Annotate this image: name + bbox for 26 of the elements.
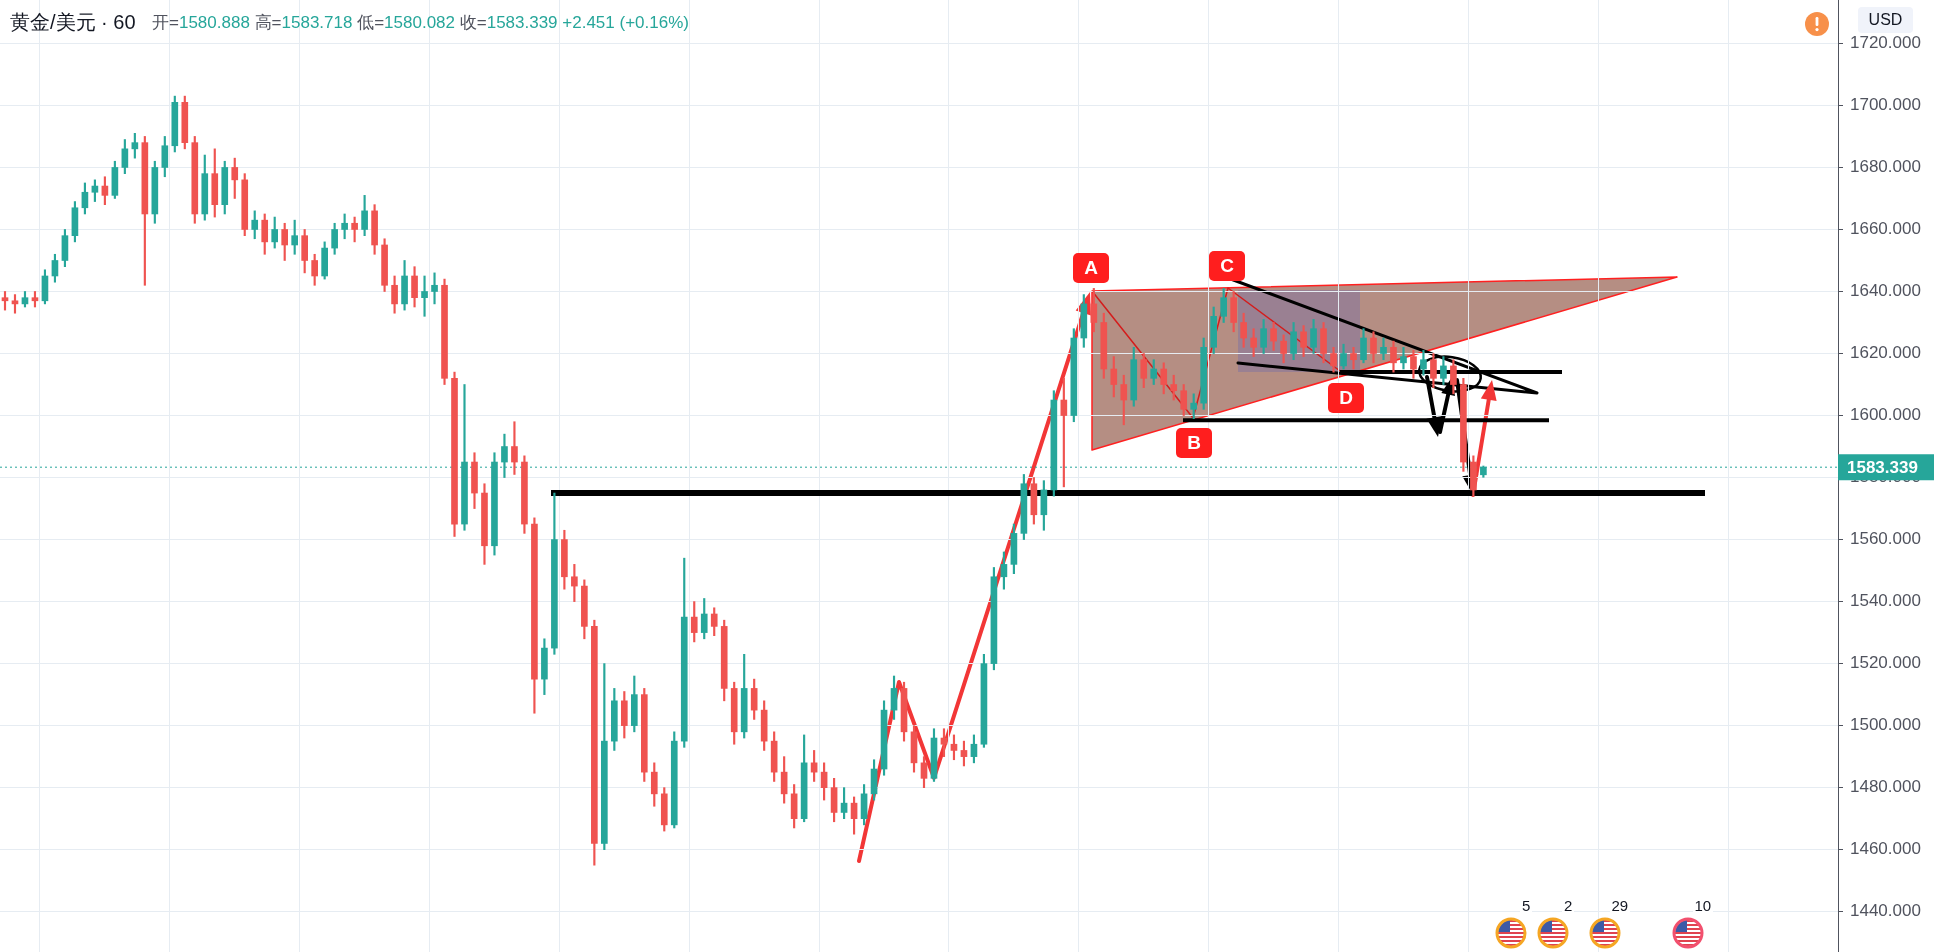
text: 黄金/美元 · 60 bbox=[10, 10, 136, 35]
y-tick-label: 1600.000 bbox=[1850, 405, 1921, 425]
annotation: B bbox=[1176, 427, 1212, 458]
y-tick-label: 1520.000 bbox=[1850, 653, 1921, 673]
y-tick-label: 1480.000 bbox=[1850, 777, 1921, 797]
annotation: 10 bbox=[1692, 897, 1714, 915]
y-tick-label: 1460.000 bbox=[1850, 839, 1921, 859]
y-tick-label: 1440.000 bbox=[1850, 901, 1921, 921]
y-tick-label: 1680.000 bbox=[1850, 157, 1921, 177]
y-tick-label: 1540.000 bbox=[1850, 591, 1921, 611]
text: 开=1580.888 高=1583.718 低=1580.082 收=1583.339 +2.451 (+0.16%) bbox=[152, 13, 689, 32]
annotation: C bbox=[1209, 251, 1245, 282]
y-axis-title: USD bbox=[1858, 7, 1913, 33]
y-tick-label: 1660.000 bbox=[1850, 219, 1921, 239]
y-tick-label: 1700.000 bbox=[1850, 95, 1921, 115]
y-tick-label: 1640.000 bbox=[1850, 281, 1921, 301]
annotation: D bbox=[1328, 383, 1364, 414]
y-tick-label: 1620.000 bbox=[1850, 343, 1921, 363]
annotation: 2 bbox=[1562, 897, 1575, 915]
y-tick-label: 1720.000 bbox=[1850, 33, 1921, 53]
ref-line-label: 1583.339 bbox=[1847, 457, 1918, 477]
annotation: 29 bbox=[1609, 897, 1631, 915]
annotation: 5 bbox=[1520, 897, 1533, 915]
annotation: A bbox=[1073, 253, 1109, 284]
y-tick-label: 1500.000 bbox=[1850, 715, 1921, 735]
y-tick-label: 1560.000 bbox=[1850, 529, 1921, 549]
